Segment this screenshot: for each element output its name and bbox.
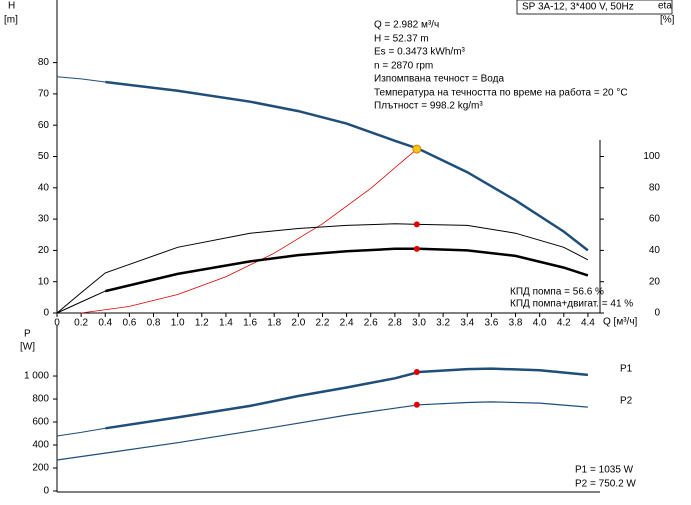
- y-tick-label: 800: [32, 394, 49, 405]
- series-label: P2: [620, 396, 633, 407]
- x-tick-label: 4.0: [533, 318, 547, 329]
- y2-tick-label: 60: [649, 214, 661, 225]
- curve: [105, 367, 589, 430]
- y2-tick-label: 80: [649, 182, 661, 193]
- series-label: P1: [620, 364, 633, 375]
- operating-point: [413, 221, 420, 228]
- x-tick-label: 0.4: [98, 318, 112, 329]
- y2-tick-label: 20: [649, 276, 661, 287]
- y-tick-label: 10: [38, 276, 50, 287]
- x-tick-label: 0.2: [74, 318, 88, 329]
- x-tick-label: 0.6: [122, 318, 136, 329]
- y-tick-label: 600: [32, 417, 49, 428]
- curve: [56, 76, 106, 83]
- y2-tick-label: 0: [654, 308, 660, 319]
- x-tick-label: 3.2: [436, 318, 450, 329]
- y-tick-label: 50: [38, 151, 50, 162]
- y-tick-label: 20: [38, 245, 50, 256]
- x-tick-label: 3.6: [484, 318, 498, 329]
- x-tick-label: 2.8: [388, 318, 402, 329]
- annotation: Изпомпвана течност = Вода: [374, 74, 504, 85]
- annotation: P1 = 1035 W: [575, 465, 634, 476]
- curve: [56, 427, 106, 437]
- x-tick-label: 1.8: [267, 318, 281, 329]
- y-tick-label: 1 000: [24, 371, 49, 382]
- y-tick-label: 0: [43, 308, 49, 319]
- y-tick-label: 60: [38, 120, 50, 131]
- curve: [105, 247, 589, 293]
- x-tick-label: 2.2: [316, 318, 330, 329]
- annotation: n = 2870 rpm: [374, 61, 433, 72]
- y2-axis-label: eta: [658, 1, 672, 12]
- y-tick-label: 0: [43, 486, 49, 497]
- x-tick-label: 3.0: [412, 318, 426, 329]
- y-axis-unit: [m]: [4, 15, 18, 26]
- header-box: [516, 0, 673, 15]
- x-tick-label: 2.4: [340, 318, 354, 329]
- x-tick-label: 1.6: [243, 318, 257, 329]
- annotation: Плътност = 998.2 kg/m³: [374, 101, 483, 112]
- y-tick-label: 80: [38, 57, 50, 68]
- operating-point: [413, 245, 420, 252]
- y-axis-label: H: [8, 1, 15, 12]
- annotation: Q = 2.982 м³/ч: [374, 20, 439, 31]
- annotation: КПД помпа = 56.6 %: [510, 287, 604, 298]
- x-tick-label: 4.2: [557, 318, 571, 329]
- x-tick-label: 1.4: [219, 318, 233, 329]
- annotation: Температура на течността по време на раб…: [374, 87, 628, 99]
- annotation: P2 = 750.2 W: [575, 479, 636, 490]
- x-tick-label: 2.6: [364, 318, 378, 329]
- curve: [56, 290, 106, 314]
- annotation: КПД помпа+двигат. = 41 %: [510, 299, 633, 310]
- y-tick-label: 30: [38, 214, 50, 225]
- y2-tick-label: 40: [649, 245, 661, 256]
- x-tick-label: 1.2: [195, 318, 209, 329]
- operating-point: [412, 144, 422, 154]
- x-axis-label: Q [м³/ч]: [603, 317, 638, 328]
- curve: [56, 223, 589, 314]
- x-tick-label: 3.4: [460, 318, 474, 329]
- operating-point: [413, 401, 420, 408]
- x-tick-label: 3.8: [509, 318, 523, 329]
- y-tick-label: 40: [38, 182, 50, 193]
- annotation: Es = 0.3473 kWh/m³: [374, 47, 466, 58]
- y-axis-label: P: [24, 329, 31, 340]
- curve: [105, 80, 589, 252]
- y2-tick-label: 100: [643, 151, 660, 162]
- curve: [81, 148, 418, 314]
- x-tick-label: 2.0: [291, 318, 305, 329]
- x-tick-label: 0: [54, 318, 60, 329]
- y-tick-label: 400: [32, 440, 49, 451]
- header: SP 3A-12, 3*400 V, 50Hz: [522, 2, 634, 13]
- operating-point: [413, 369, 420, 376]
- x-tick-label: 4.4: [581, 318, 595, 329]
- x-tick-label: 0.8: [147, 318, 161, 329]
- y-axis-unit: [W]: [20, 342, 35, 353]
- y-tick-label: 200: [32, 463, 49, 474]
- x-tick-label: 1.0: [171, 318, 185, 329]
- curve: [56, 401, 588, 461]
- y2-axis-unit: [%]: [660, 15, 675, 26]
- annotation: H = 52.37 m: [374, 34, 429, 45]
- y-tick-label: 70: [38, 89, 50, 100]
